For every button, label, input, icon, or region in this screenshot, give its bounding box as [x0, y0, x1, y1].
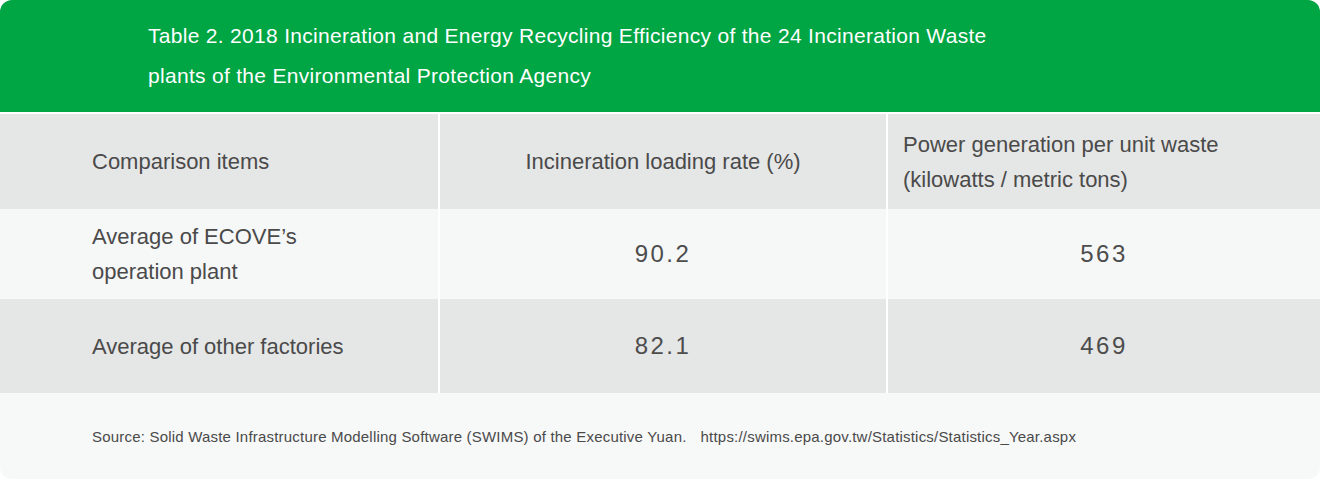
row-label: Average of ECOVE’s operation plant	[92, 219, 297, 289]
table-title-banner: Table 2. 2018 Incineration and Energy Re…	[0, 0, 1320, 112]
source-url: https://swims.epa.gov.tw/Statistics/Stat…	[701, 428, 1077, 445]
header-incineration-loading-rate: Incineration loading rate (%)	[440, 114, 888, 209]
table-row-ecove-average: Average of ECOVE’s operation plant 90.2 …	[0, 209, 1320, 299]
table-title-line1: Table 2. 2018 Incineration and Energy Re…	[148, 16, 1320, 56]
source-footer: Source: Solid Waste Infrastructure Model…	[0, 393, 1320, 479]
header-power-generation-line2: (kilowatts / metric tons)	[903, 162, 1128, 197]
row-label: Average of other factories	[0, 299, 440, 393]
header-power-generation: Power generation per unit waste (kilowat…	[888, 114, 1320, 209]
table-title-line2: plants of the Environmental Protection A…	[148, 56, 1320, 96]
row-label-cell: Average of ECOVE’s operation plant	[0, 209, 440, 299]
table-card: Table 2. 2018 Incineration and Energy Re…	[0, 0, 1320, 479]
table-row-other-factories: Average of other factories 82.1 469	[0, 299, 1320, 393]
power-generation-value: 469	[888, 299, 1320, 393]
power-generation-value: 563	[888, 209, 1320, 299]
header-comparison-items: Comparison items	[0, 114, 440, 209]
row-label-line2: operation plant	[92, 254, 297, 289]
source-text: Source: Solid Waste Infrastructure Model…	[92, 428, 687, 445]
header-power-generation-line1: Power generation per unit waste	[903, 127, 1219, 162]
table-header-row: Comparison items Incineration loading ra…	[0, 114, 1320, 209]
loading-rate-value: 82.1	[440, 299, 888, 393]
row-label-line1: Average of ECOVE’s	[92, 219, 297, 254]
loading-rate-value: 90.2	[440, 209, 888, 299]
